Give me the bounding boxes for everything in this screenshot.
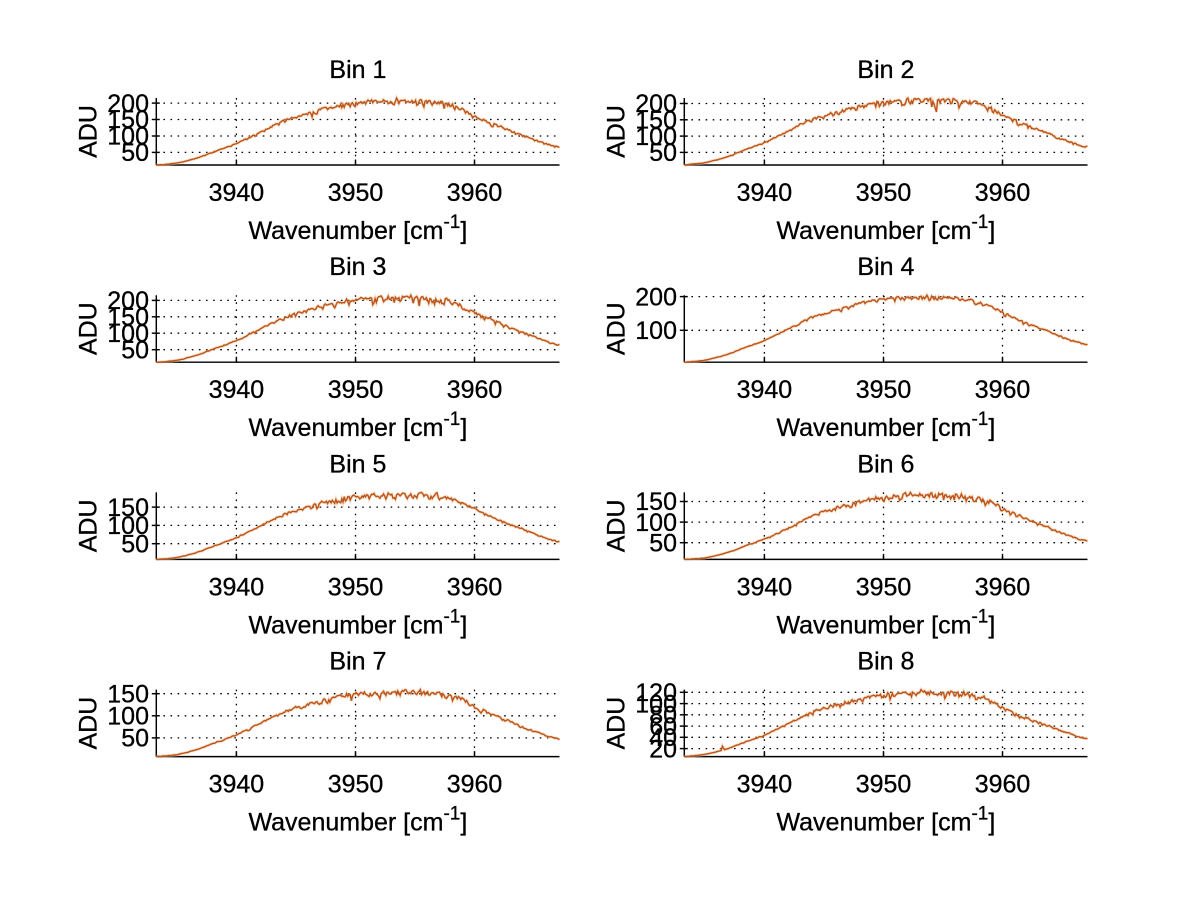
svg-text:200: 200 xyxy=(635,90,677,118)
svg-text:50: 50 xyxy=(121,725,149,753)
svg-text:3950: 3950 xyxy=(328,771,384,799)
svg-text:200: 200 xyxy=(107,90,149,118)
svg-text:3960: 3960 xyxy=(975,771,1031,799)
svg-text:100: 100 xyxy=(635,690,677,718)
svg-text:60: 60 xyxy=(649,713,677,741)
svg-text:3940: 3940 xyxy=(209,573,265,601)
svg-text:Bin 5: Bin 5 xyxy=(329,450,386,478)
svg-text:100: 100 xyxy=(107,703,149,731)
svg-text:Bin 3: Bin 3 xyxy=(329,253,386,281)
svg-text:ADU: ADU xyxy=(74,105,102,158)
svg-text:200: 200 xyxy=(635,283,677,311)
svg-text:3960: 3960 xyxy=(447,771,503,799)
svg-text:100: 100 xyxy=(635,509,677,537)
svg-text:3960: 3960 xyxy=(447,376,503,404)
svg-text:150: 150 xyxy=(635,488,677,516)
svg-text:Wavenumber [cm-1]: Wavenumber [cm-1] xyxy=(248,606,467,639)
svg-text:Bin 1: Bin 1 xyxy=(329,56,386,84)
svg-text:ADU: ADU xyxy=(74,302,102,355)
svg-text:150: 150 xyxy=(635,107,677,135)
svg-text:ADU: ADU xyxy=(602,697,630,750)
svg-text:3960: 3960 xyxy=(975,179,1031,207)
svg-text:50: 50 xyxy=(121,139,149,167)
svg-text:150: 150 xyxy=(107,680,149,708)
svg-text:40: 40 xyxy=(649,724,677,752)
svg-text:Bin 8: Bin 8 xyxy=(857,648,914,676)
svg-text:3960: 3960 xyxy=(447,573,503,601)
svg-text:ADU: ADU xyxy=(74,697,102,750)
svg-text:200: 200 xyxy=(107,287,149,315)
svg-text:Wavenumber [cm-1]: Wavenumber [cm-1] xyxy=(248,804,467,837)
svg-text:3940: 3940 xyxy=(737,771,793,799)
svg-text:Bin 4: Bin 4 xyxy=(857,253,914,281)
svg-text:3940: 3940 xyxy=(737,573,793,601)
svg-text:3940: 3940 xyxy=(209,376,265,404)
svg-text:80: 80 xyxy=(649,702,677,730)
svg-text:Wavenumber [cm-1]: Wavenumber [cm-1] xyxy=(776,606,995,639)
svg-text:ADU: ADU xyxy=(74,500,102,553)
svg-text:3950: 3950 xyxy=(328,376,384,404)
svg-text:3950: 3950 xyxy=(856,771,912,799)
svg-text:3940: 3940 xyxy=(209,179,265,207)
svg-text:Bin 2: Bin 2 xyxy=(857,56,914,84)
svg-text:150: 150 xyxy=(107,494,149,522)
svg-text:Bin 7: Bin 7 xyxy=(329,648,386,676)
svg-text:100: 100 xyxy=(107,320,149,348)
svg-text:Wavenumber [cm-1]: Wavenumber [cm-1] xyxy=(776,409,995,442)
svg-text:100: 100 xyxy=(107,123,149,151)
svg-text:50: 50 xyxy=(649,529,677,557)
svg-text:Bin 6: Bin 6 xyxy=(857,450,914,478)
svg-text:3940: 3940 xyxy=(209,771,265,799)
svg-text:Wavenumber [cm-1]: Wavenumber [cm-1] xyxy=(248,212,467,245)
svg-text:100: 100 xyxy=(635,317,677,345)
svg-text:3960: 3960 xyxy=(447,179,503,207)
svg-text:ADU: ADU xyxy=(602,500,630,553)
svg-text:50: 50 xyxy=(649,139,677,167)
svg-text:3950: 3950 xyxy=(856,376,912,404)
svg-text:150: 150 xyxy=(107,304,149,332)
svg-text:100: 100 xyxy=(107,512,149,540)
svg-text:20: 20 xyxy=(649,735,677,763)
svg-text:3950: 3950 xyxy=(856,573,912,601)
svg-text:ADU: ADU xyxy=(602,302,630,355)
svg-text:Wavenumber [cm-1]: Wavenumber [cm-1] xyxy=(776,804,995,837)
svg-text:50: 50 xyxy=(121,336,149,364)
svg-text:100: 100 xyxy=(635,123,677,151)
svg-text:3960: 3960 xyxy=(975,573,1031,601)
svg-text:3940: 3940 xyxy=(737,179,793,207)
svg-text:3950: 3950 xyxy=(328,573,384,601)
svg-text:3960: 3960 xyxy=(975,376,1031,404)
svg-text:50: 50 xyxy=(121,530,149,558)
svg-text:3950: 3950 xyxy=(328,179,384,207)
svg-text:ADU: ADU xyxy=(602,105,630,158)
svg-text:Wavenumber [cm-1]: Wavenumber [cm-1] xyxy=(776,212,995,245)
svg-text:150: 150 xyxy=(107,106,149,134)
svg-text:3940: 3940 xyxy=(737,376,793,404)
svg-text:120: 120 xyxy=(635,679,677,707)
svg-text:3950: 3950 xyxy=(856,179,912,207)
svg-text:Wavenumber [cm-1]: Wavenumber [cm-1] xyxy=(248,409,467,442)
